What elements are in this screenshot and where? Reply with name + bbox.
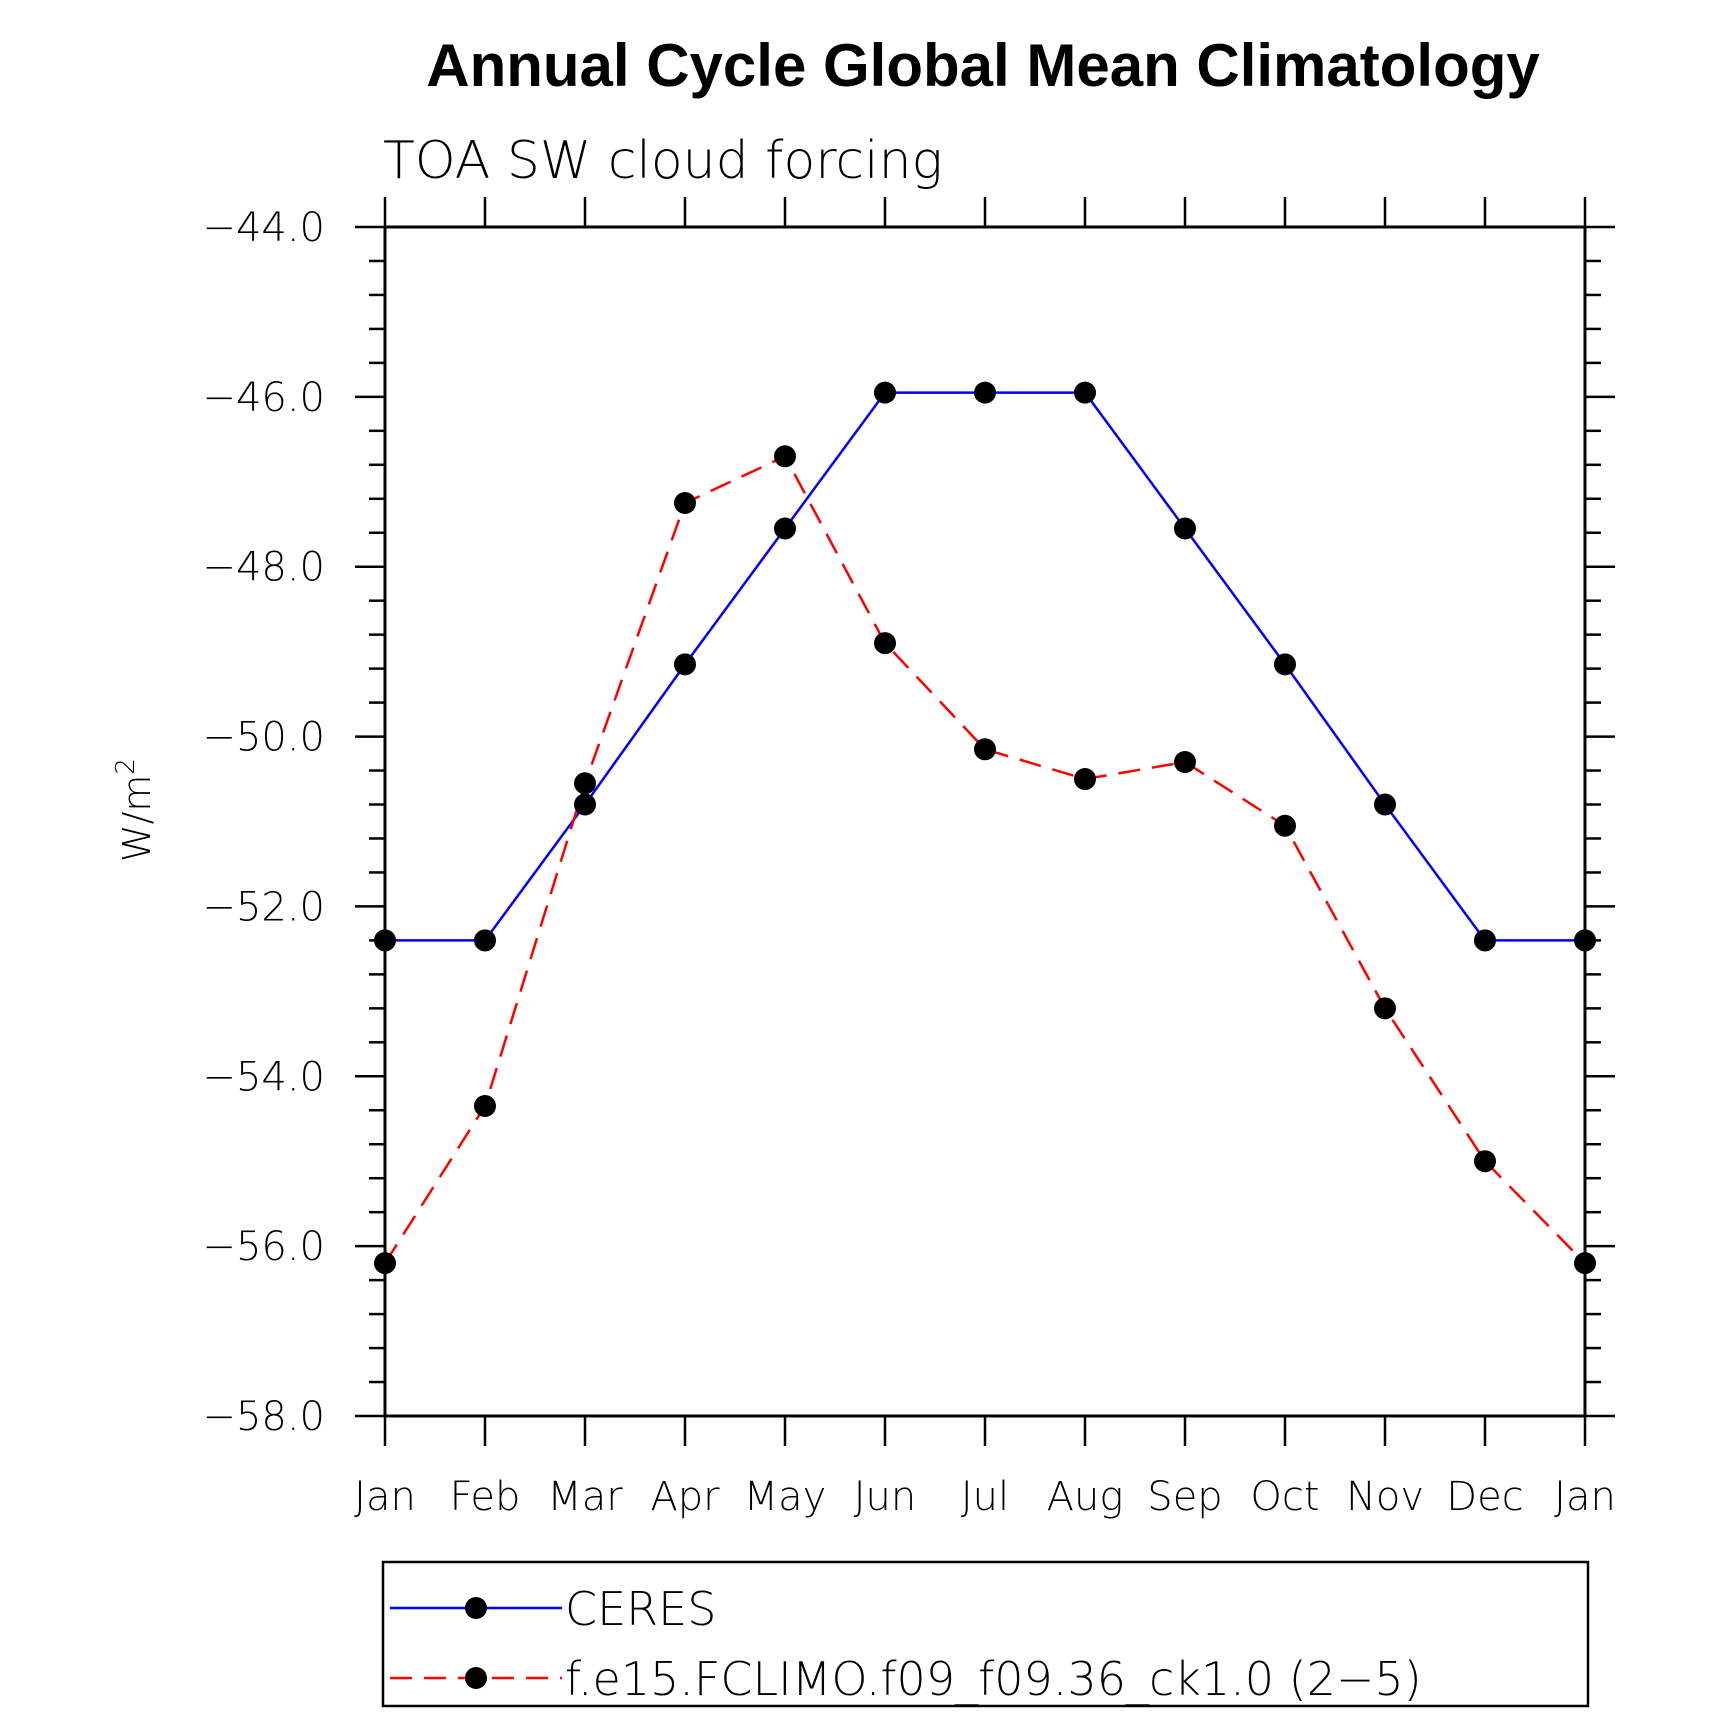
series-1-point: [374, 929, 396, 952]
series-1-point: [674, 653, 696, 676]
x-tick-label: Dec: [1446, 1474, 1523, 1520]
series-2-point: [574, 772, 596, 795]
y-axis-label-superscript: 2: [111, 758, 141, 775]
series-1-point: [1574, 929, 1596, 952]
x-tick-label: Jan: [1554, 1474, 1616, 1520]
x-tick-label: Oct: [1250, 1474, 1319, 1520]
y-tick-label: −48.0: [202, 545, 325, 591]
series-2-point: [674, 492, 696, 515]
legend-swatch-marker-1: [465, 1597, 487, 1619]
series-1-point: [974, 381, 996, 404]
chart-title: Annual Cycle Global Mean Climatology: [426, 32, 1540, 99]
series-1-point: [1174, 517, 1196, 540]
series-1-point: [1274, 653, 1296, 676]
y-tick-label: −46.0: [202, 375, 325, 421]
series-1-point: [774, 517, 796, 540]
series-2-point: [1174, 751, 1196, 774]
x-tick-label: Jun: [854, 1474, 917, 1520]
series-line-2: [383, 454, 1586, 1265]
legend-label-1: CERES: [565, 1582, 716, 1636]
y-tick-label: −56.0: [202, 1224, 325, 1270]
y-tick-label: −44.0: [202, 205, 325, 251]
series-line-1: [385, 391, 1585, 942]
series-2-point: [1474, 1150, 1496, 1173]
x-tick-label: Jul: [961, 1474, 1009, 1520]
series-2-point: [1574, 1252, 1596, 1275]
series-1-point: [1474, 929, 1496, 952]
chart-subtitle: TOA SW cloud forcing: [383, 131, 943, 191]
series-1-point: [1074, 381, 1096, 404]
series-2-point: [1074, 768, 1096, 791]
x-tick-label: Apr: [650, 1474, 720, 1520]
x-tick-label: Sep: [1147, 1474, 1222, 1520]
y-tick-label: −54.0: [202, 1054, 325, 1100]
y-axis-label-base: W/m: [115, 775, 159, 862]
series-2-point: [774, 445, 796, 468]
x-tick-label: Feb: [450, 1474, 521, 1520]
x-tick-label: Aug: [1047, 1474, 1124, 1520]
x-tick-label: Mar: [547, 1474, 623, 1520]
plot-frame: [383, 225, 1587, 1418]
svg-text:W/m2: W/m2: [111, 758, 159, 862]
series-2-point: [374, 1252, 396, 1275]
y-tick-label: −50.0: [202, 715, 325, 761]
y-tick-label: −52.0: [202, 884, 325, 930]
y-axis-label: W/m2: [111, 758, 159, 862]
series-2-point: [474, 1095, 496, 1118]
x-tick-label: Nov: [1346, 1474, 1424, 1520]
series-2-point: [874, 632, 896, 655]
legend-box: [381, 1560, 1590, 1708]
series-1-point: [1374, 793, 1396, 816]
series-1-point: [474, 929, 496, 952]
y-tick-label: −58.0: [202, 1394, 325, 1440]
series-2-point: [1374, 997, 1396, 1020]
series-2-point: [1274, 814, 1296, 837]
legend-label-2: f.e15.FCLIMO.f09_f09.36_ck1.0 (2−5): [565, 1652, 1422, 1706]
legend-swatch-marker-2: [465, 1667, 487, 1689]
series-1-point: [874, 381, 896, 404]
x-tick-label: Jan: [354, 1474, 416, 1520]
series-2-point: [974, 738, 996, 761]
series-1-point: [574, 793, 596, 816]
x-tick-label: May: [744, 1474, 827, 1520]
